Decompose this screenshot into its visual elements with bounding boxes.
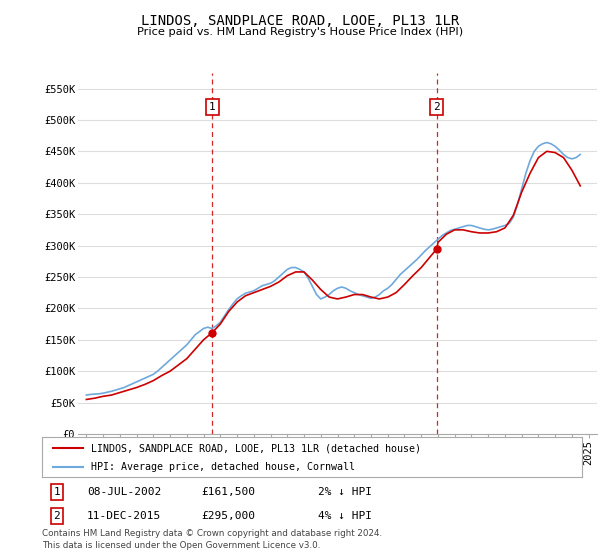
- Text: Price paid vs. HM Land Registry's House Price Index (HPI): Price paid vs. HM Land Registry's House …: [137, 27, 463, 37]
- Text: 08-JUL-2002: 08-JUL-2002: [87, 487, 161, 497]
- Text: 4% ↓ HPI: 4% ↓ HPI: [318, 511, 372, 521]
- Text: HPI: Average price, detached house, Cornwall: HPI: Average price, detached house, Corn…: [91, 462, 355, 472]
- Text: Contains HM Land Registry data © Crown copyright and database right 2024.: Contains HM Land Registry data © Crown c…: [42, 529, 382, 538]
- Text: 2% ↓ HPI: 2% ↓ HPI: [318, 487, 372, 497]
- Text: £295,000: £295,000: [201, 511, 255, 521]
- Text: LINDOS, SANDPLACE ROAD, LOOE, PL13 1LR: LINDOS, SANDPLACE ROAD, LOOE, PL13 1LR: [141, 14, 459, 28]
- Text: 11-DEC-2015: 11-DEC-2015: [87, 511, 161, 521]
- Text: 1: 1: [209, 102, 215, 113]
- Text: 2: 2: [434, 102, 440, 113]
- Text: LINDOS, SANDPLACE ROAD, LOOE, PL13 1LR (detached house): LINDOS, SANDPLACE ROAD, LOOE, PL13 1LR (…: [91, 443, 421, 453]
- Text: This data is licensed under the Open Government Licence v3.0.: This data is licensed under the Open Gov…: [42, 541, 320, 550]
- Text: 1: 1: [53, 487, 61, 497]
- Text: £161,500: £161,500: [201, 487, 255, 497]
- Text: 2: 2: [53, 511, 61, 521]
